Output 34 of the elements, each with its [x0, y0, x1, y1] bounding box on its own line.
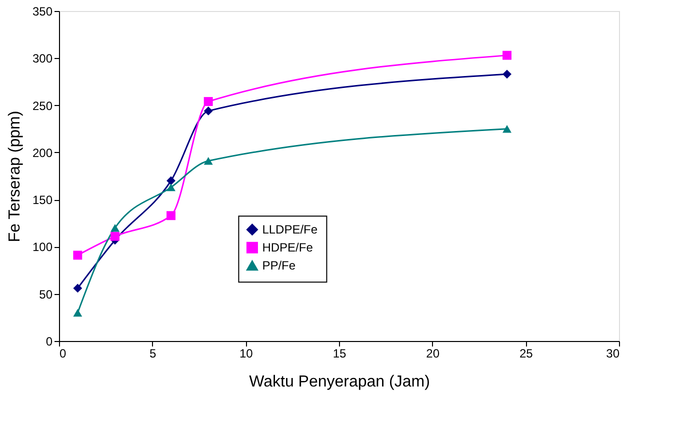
- point: [110, 224, 120, 232]
- point: [73, 308, 82, 317]
- x-tick-label: 0: [60, 346, 66, 360]
- x-axis-title: Waktu Penyerapan (Jam): [249, 374, 430, 390]
- point: [166, 183, 176, 192]
- x-tick-label: 15: [332, 346, 346, 360]
- y-tick-label: 250: [32, 98, 53, 113]
- x-tick-label: 25: [519, 346, 534, 360]
- y-tick-label: 350: [32, 4, 53, 18]
- legend-label: HDPE/Fe: [262, 240, 314, 255]
- y-tick-label: 100: [32, 240, 53, 254]
- legend-label: LLDPE/Fe: [262, 222, 318, 237]
- point: [166, 211, 176, 220]
- point: [73, 250, 82, 260]
- point: [110, 232, 120, 241]
- x-tick-label: 20: [426, 346, 440, 360]
- point: [502, 70, 512, 79]
- legend-label: PP/Fe: [262, 258, 296, 273]
- x-tick-label: 5: [149, 346, 156, 360]
- point: [204, 157, 213, 165]
- point: [204, 106, 213, 116]
- y-axis-title: Fe Terserap (ppm): [6, 110, 24, 242]
- point: [502, 124, 512, 133]
- y-tick-label: 150: [32, 193, 53, 208]
- y-tick-label: 50: [39, 287, 53, 302]
- x-tick-label: 30: [606, 346, 620, 360]
- point: [204, 97, 213, 106]
- y-tick-label: 300: [32, 52, 53, 66]
- x-tick-label: 10: [239, 346, 254, 360]
- y-tick-label: 200: [32, 146, 53, 160]
- point: [502, 50, 512, 60]
- point: [73, 284, 82, 293]
- y-tick-label: 0: [46, 334, 53, 348]
- point: [166, 176, 176, 186]
